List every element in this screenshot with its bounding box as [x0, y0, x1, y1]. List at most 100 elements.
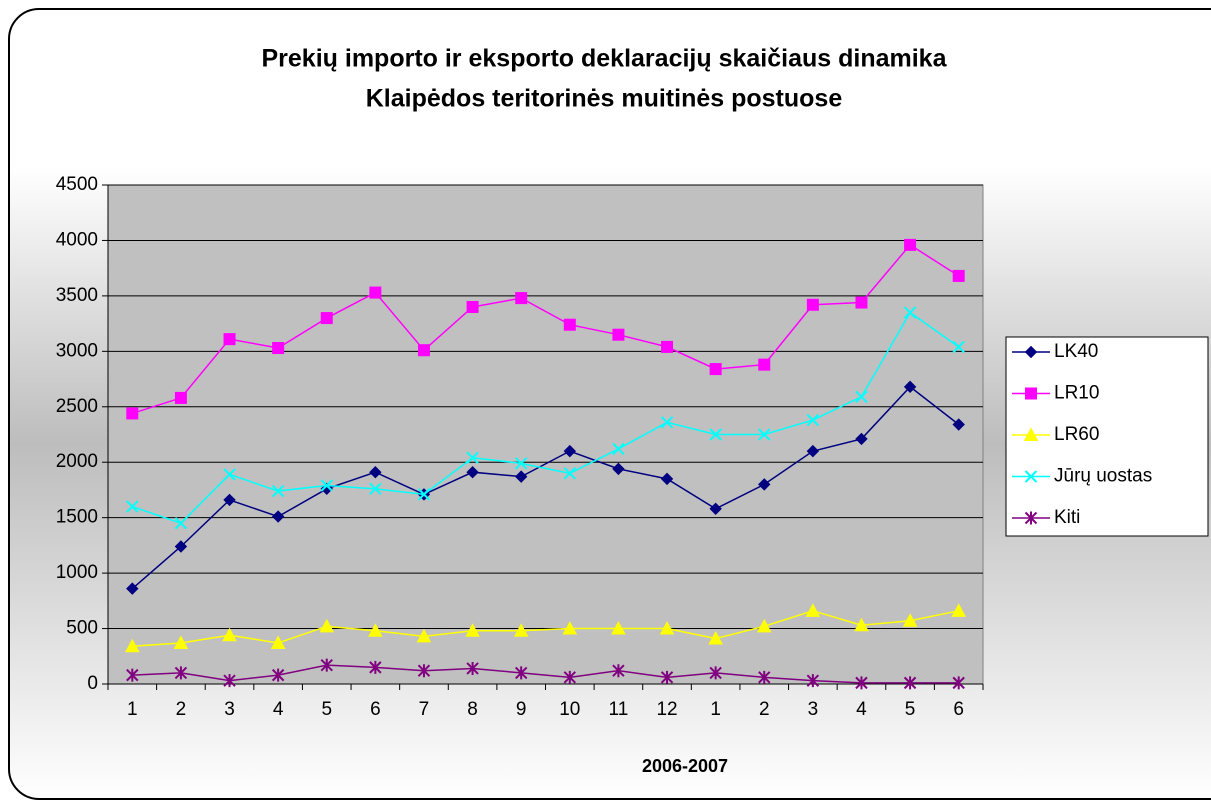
data-point: [611, 621, 626, 635]
plot-area: [107, 184, 984, 685]
data-point: [222, 627, 237, 642]
y-tick-label: 1000: [56, 562, 98, 583]
data-point: [709, 428, 722, 441]
data-point: [174, 391, 187, 404]
data-point: [563, 670, 577, 684]
data-point: [466, 451, 479, 464]
data-point: [466, 661, 479, 675]
data-point: [855, 390, 868, 404]
y-tick-label: 1500: [56, 507, 98, 528]
data-point: [758, 478, 771, 491]
legend: LK40 LR10 LR60 Jūrų uostas Kiti: [1005, 336, 1209, 537]
data-point: [320, 479, 333, 492]
data-point: [806, 674, 820, 688]
data-point: [417, 488, 431, 501]
data-point: [126, 500, 139, 513]
data-point: [758, 358, 771, 371]
legend-marker: [1024, 345, 1038, 359]
data-point: [612, 664, 625, 678]
data-point: [466, 465, 479, 479]
legend-marker: [1023, 427, 1039, 441]
series-line: [132, 664, 959, 684]
data-point: [369, 660, 382, 674]
y-tick-label: 4500: [56, 174, 98, 195]
data-point: [612, 328, 625, 341]
data-point: [952, 418, 965, 431]
data-point: [126, 582, 139, 595]
legend-label: LK40: [1054, 341, 1098, 362]
data-point: [806, 444, 820, 458]
chart-title: Prekių importo ir eksporto deklaracijų s…: [262, 45, 948, 73]
data-point: [903, 676, 917, 690]
data-point: [756, 618, 772, 633]
data-point: [952, 340, 965, 354]
data-point: [126, 668, 139, 682]
legend-label: LR60: [1054, 424, 1099, 445]
x-tick-label: 10: [559, 699, 580, 720]
data-point: [855, 432, 868, 446]
legend-marker: [1024, 470, 1038, 483]
data-point: [952, 676, 965, 690]
x-tick-label: 2: [759, 699, 770, 720]
x-tick-label: 3: [808, 699, 819, 720]
data-point: [416, 628, 432, 643]
data-point: [806, 413, 820, 427]
data-point: [270, 635, 286, 649]
x-tick-label: 3: [224, 699, 235, 720]
data-point: [709, 502, 722, 516]
series-line: [132, 311, 960, 525]
x-tick-label: 2: [176, 699, 187, 720]
x-tick-label: 1: [710, 699, 721, 720]
x-tick-label: 6: [953, 699, 964, 720]
data-point: [758, 428, 771, 441]
data-point: [903, 306, 917, 319]
x-tick-label: 5: [321, 699, 332, 720]
data-point: [805, 603, 821, 617]
data-point: [709, 666, 722, 680]
data-point: [223, 674, 236, 688]
data-point: [369, 482, 382, 496]
data-point: [659, 621, 675, 635]
data-point: [514, 470, 528, 483]
data-point: [417, 664, 431, 678]
data-point: [271, 484, 285, 498]
series-line: [132, 610, 959, 648]
data-point: [369, 286, 382, 299]
legend-label: Jūrų uostas: [1054, 466, 1152, 487]
data-point: [272, 342, 285, 355]
data-point: [952, 269, 965, 282]
legend-marker: [1025, 387, 1037, 400]
data-point: [466, 300, 479, 313]
data-point: [515, 292, 528, 305]
legend-box: [1005, 336, 1209, 537]
series-line: [131, 385, 960, 590]
data-point: [173, 635, 189, 649]
legend-label: Kiti: [1054, 507, 1080, 528]
data-point: [708, 630, 723, 645]
y-tick-label: 3000: [56, 340, 98, 361]
y-tick-label: 2500: [56, 396, 98, 417]
data-point: [660, 472, 674, 486]
data-point: [223, 468, 236, 481]
data-point: [563, 444, 577, 458]
series-line: [132, 243, 960, 415]
x-tick-label: 12: [656, 699, 677, 720]
data-point: [417, 344, 430, 357]
data-point: [563, 467, 577, 480]
chart-title: Klaipėdos teritorinės muitinės postuose: [366, 85, 843, 113]
data-point: [174, 540, 188, 553]
data-point: [223, 493, 236, 507]
data-point: [902, 613, 918, 627]
data-point: [855, 676, 868, 690]
y-tick-label: 3500: [56, 285, 98, 306]
data-point: [562, 621, 578, 635]
data-point: [563, 318, 576, 331]
data-point: [903, 380, 917, 394]
data-point: [271, 668, 285, 682]
x-tick-label: 6: [370, 699, 381, 720]
x-tick-label: 4: [856, 699, 867, 720]
data-point: [855, 296, 868, 309]
x-tick-label: 8: [467, 699, 478, 720]
